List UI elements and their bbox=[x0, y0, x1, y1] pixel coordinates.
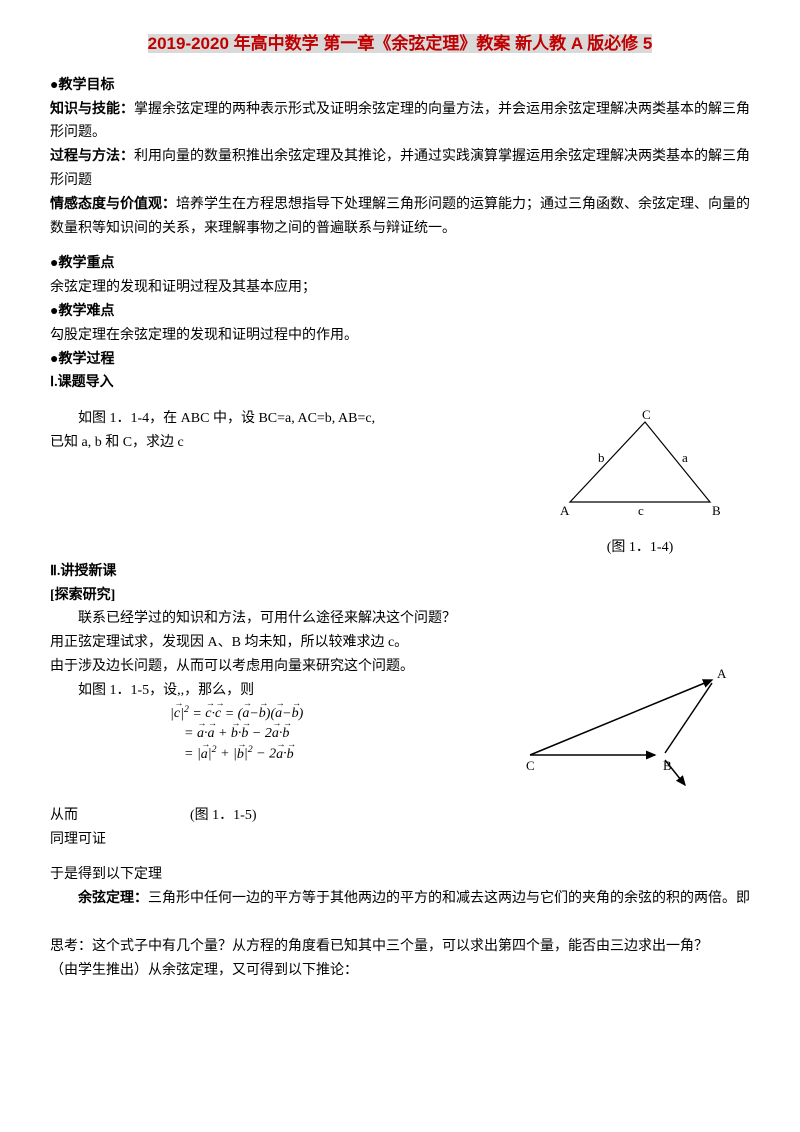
triangle-label-c: C bbox=[642, 407, 651, 422]
objective-heading: ●教学目标 bbox=[50, 74, 750, 98]
vector-label-b: B bbox=[663, 758, 672, 773]
title-text: 2019-2020 年高中数学 第一章《余弦定理》教案 新人教 A 版必修 5 bbox=[148, 34, 653, 53]
intro-line2: 已知 a, b 和 C，求边 c bbox=[50, 431, 530, 455]
intro-figure-row: 如图 1．1-4，在 ABC 中，设 BC=a, AC=b, AB=c, 已知 … bbox=[50, 407, 750, 560]
difficulty-heading: ●教学难点 bbox=[50, 300, 750, 324]
difficulty-text: 勾股定理在余弦定理的发现和证明过程中的作用。 bbox=[50, 324, 750, 348]
theorem-statement: 余弦定理：三角形中任何一边的平方等于其他两边的平方的和减去这两边与它们的夹角的余… bbox=[50, 887, 750, 911]
vector-figure-row: 由于涉及边长问题，从而可以考虑用向量来研究这个问题。 如图 1．1-5，设,,，… bbox=[50, 655, 750, 804]
explore-line3: 由于涉及边长问题，从而可以考虑用向量来研究这个问题。 bbox=[50, 655, 520, 679]
vector-figure: A C B bbox=[520, 655, 750, 804]
intro-line1: 如图 1．1-4，在 ABC 中，设 BC=a, AC=b, AB=c, bbox=[50, 407, 530, 431]
part2-heading: Ⅱ.讲授新课 bbox=[50, 560, 750, 584]
triangle-figure: C A B b a c (图 1．1-4) bbox=[530, 407, 750, 560]
key-points-heading: ●教学重点 bbox=[50, 252, 750, 276]
explore-line1: 联系已经学过的知识和方法，可用什么途径来解决这个问题？ bbox=[50, 607, 750, 631]
vector-label-c: C bbox=[526, 758, 535, 773]
explore-heading: [探索研究] bbox=[50, 584, 750, 608]
part1-heading: Ⅰ.课题导入 bbox=[50, 371, 750, 395]
knowledge-skills: 知识与技能：掌握余弦定理的两种表示形式及证明余弦定理的向量方法，并会运用余弦定理… bbox=[50, 98, 750, 146]
figure1-caption: (图 1．1-4) bbox=[530, 536, 750, 560]
think-question: 思考：这个式子中有几个量？从方程的角度看已知其中三个量，可以求出第四个量，能否由… bbox=[50, 935, 750, 959]
triangle-side-c: c bbox=[638, 503, 644, 518]
process-method: 过程与方法：利用向量的数量积推出余弦定理及其推论，并通过实践演算掌握运用余弦定理… bbox=[50, 145, 750, 193]
triangle-label-b: B bbox=[712, 503, 721, 518]
triangle-side-b: b bbox=[598, 450, 605, 465]
hence-line: 从而 (图 1．1-5) bbox=[50, 804, 750, 828]
similarly-line: 同理可证 bbox=[50, 828, 750, 852]
explore-line2: 用正弦定理试求，发现因 A、B 均未知，所以较难求边 c。 bbox=[50, 631, 750, 655]
explore-line4: 如图 1．1-5，设,,，那么，则 bbox=[50, 679, 520, 703]
key-points-text: 余弦定理的发现和证明过程及其基本应用； bbox=[50, 276, 750, 300]
triangle-label-a: A bbox=[560, 503, 570, 518]
attitude-values: 情感态度与价值观：培养学生在方程思想指导下处理解三角形问题的运算能力；通过三角函… bbox=[50, 193, 750, 241]
triangle-side-a: a bbox=[682, 450, 688, 465]
derive-line: （由学生推出）从余弦定理，又可得到以下推论： bbox=[50, 959, 750, 983]
theorem-intro: 于是得到以下定理 bbox=[50, 863, 750, 887]
document-title: 2019-2020 年高中数学 第一章《余弦定理》教案 新人教 A 版必修 5 bbox=[50, 30, 750, 59]
formula-block: |c|2 = c·c = (a−b)(a−b) = a·a + b·b − 2a… bbox=[50, 703, 520, 765]
vector-label-a: A bbox=[717, 666, 727, 681]
procedure-heading: ●教学过程 bbox=[50, 348, 750, 372]
